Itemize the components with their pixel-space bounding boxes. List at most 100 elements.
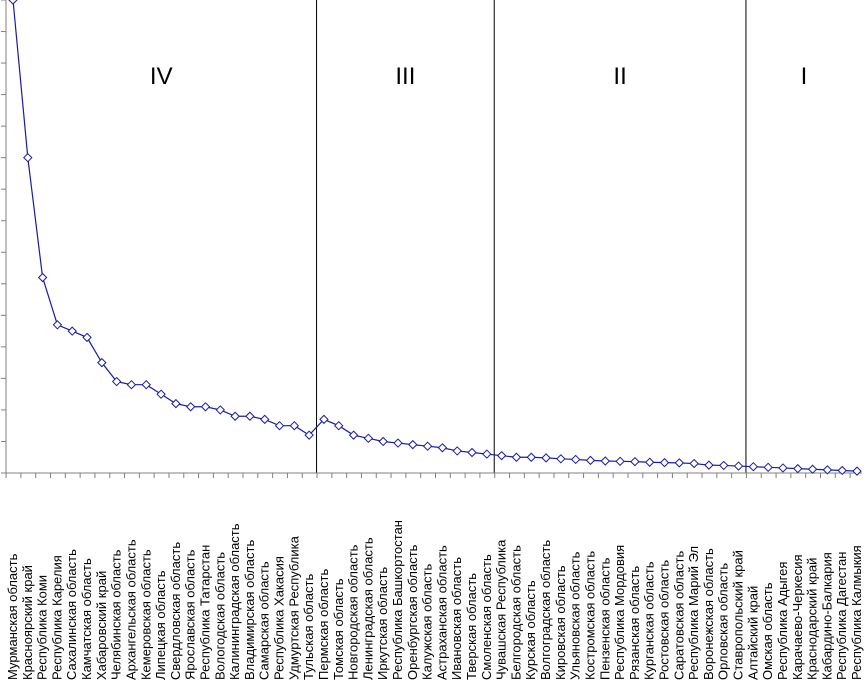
- data-point: [185, 402, 196, 412]
- x-tick-label: Новгородская область: [346, 544, 361, 680]
- data-point: [319, 414, 329, 425]
- data-point: [763, 462, 773, 473]
- data-point: [171, 398, 181, 409]
- x-tick-label: Иркутская область: [375, 567, 390, 680]
- x-tick-label: Удмуртская Республика: [286, 535, 301, 680]
- data-point: [437, 443, 448, 453]
- data-point: [52, 320, 63, 330]
- data-point: [274, 420, 285, 431]
- x-tick-label: Кабардино-Балкария: [819, 552, 834, 680]
- x-tick-label: Хабаровский край: [94, 571, 109, 680]
- x-tick-label: Самарская область: [257, 561, 272, 680]
- x-tick-label: Пензенская область: [597, 557, 612, 680]
- x-tick-label: Курская область: [523, 580, 538, 680]
- data-point: [704, 460, 714, 470]
- data-markers: [8, 0, 862, 476]
- x-tick-label: Липецкая область: [153, 570, 168, 680]
- x-tick-label: Оренбургская область: [405, 544, 420, 680]
- data-point: [748, 461, 759, 472]
- data-point: [289, 420, 300, 431]
- data-point: [37, 272, 48, 283]
- data-point: [822, 465, 833, 475]
- x-tick-label: Республика Карелия: [49, 555, 64, 680]
- x-axis-labels: Мурманская область Красноярский край Респу…: [5, 520, 864, 680]
- x-tick-label: Мурманская область: [5, 553, 20, 680]
- x-axis-ticks: [5, 473, 851, 478]
- data-point: [793, 463, 803, 474]
- data-point: [659, 457, 670, 468]
- data-point: [334, 420, 344, 431]
- x-tick-label: Республика Калмыкия: [849, 545, 864, 680]
- x-tick-label: Сахалинская область: [64, 549, 79, 680]
- data-point: [674, 458, 685, 468]
- data-point: [837, 465, 847, 476]
- data-point: [600, 456, 610, 466]
- x-tick-label: Республика Башкортостан: [390, 520, 405, 680]
- data-point: [482, 449, 492, 459]
- x-tick-label: Пермская область: [316, 569, 331, 680]
- x-tick-label: Белгородская область: [508, 545, 523, 680]
- group-label: IV: [150, 63, 173, 90]
- data-point: [778, 463, 788, 473]
- data-point: [245, 411, 255, 421]
- x-tick-label: Тульская область: [301, 574, 316, 680]
- data-point: [230, 411, 240, 421]
- data-point: [467, 447, 477, 458]
- x-tick-label: Астраханская область: [434, 545, 449, 680]
- x-tick-label: Ленинградская область: [360, 537, 375, 680]
- x-tick-label: Республика Адыгея: [775, 562, 790, 680]
- group-label: I: [801, 63, 808, 90]
- x-tick-label: Костромская область: [582, 551, 597, 680]
- x-tick-label: Воронежская область: [701, 548, 716, 680]
- data-point: [733, 461, 744, 471]
- data-point: [67, 326, 77, 336]
- data-point: [585, 455, 596, 466]
- x-tick-label: Томская область: [331, 578, 346, 680]
- x-tick-label: Алтайский край: [745, 586, 760, 680]
- x-tick-label: Смоленская область: [479, 554, 494, 680]
- x-tick-label: Камчатская область: [79, 558, 94, 680]
- data-point: [422, 441, 433, 451]
- data-point: [719, 460, 729, 471]
- x-tick-label: Кемеровская область: [138, 549, 153, 680]
- x-tick-label: Красноярский край: [20, 565, 35, 680]
- x-tick-label: Ивановская область: [449, 557, 464, 680]
- x-tick-label: Ставропольский край: [731, 550, 746, 680]
- data-point: [23, 152, 33, 163]
- x-tick-label: Республика Марий Эл: [686, 546, 701, 680]
- data-point: [452, 446, 462, 456]
- x-tick-label: Республика Татарстан: [197, 545, 212, 680]
- data-point: [126, 379, 137, 390]
- x-tick-label: Омская область: [760, 582, 775, 680]
- data-point: [615, 456, 625, 467]
- x-tick-label: Владимирская область: [242, 540, 257, 680]
- data-point: [556, 454, 566, 464]
- data-point: [526, 452, 536, 462]
- x-tick-label: Республика Хакасия: [272, 556, 287, 680]
- data-point: [97, 357, 107, 368]
- x-tick-label: Рязанская область: [627, 566, 642, 680]
- data-point: [807, 464, 818, 474]
- x-tick-label: Калужская область: [420, 564, 435, 680]
- data-point: [363, 433, 374, 444]
- data-point: [393, 438, 403, 448]
- x-tick-label: Карачаево-Черкесия: [790, 554, 805, 680]
- x-tick-label: Республика Мордовия: [612, 545, 627, 680]
- data-point: [689, 458, 699, 469]
- x-tick-label: Тверская область: [464, 573, 479, 680]
- group-dividers: [316, 0, 747, 473]
- group-label: III: [395, 63, 415, 90]
- data-point: [82, 332, 92, 343]
- x-tick-label: Калининградская область: [227, 523, 242, 680]
- data-point: [200, 402, 211, 412]
- x-tick-label: Орловская область: [716, 563, 731, 680]
- x-tick-label: Курганская область: [642, 561, 657, 680]
- x-tick-label: Чувашская Республика: [494, 539, 509, 680]
- x-tick-label: Свердловская область: [168, 542, 183, 680]
- x-tick-label: Краснодарский край: [805, 558, 820, 680]
- y-axis-ticks: [1, 0, 6, 474]
- data-point: [304, 430, 314, 440]
- data-point: [8, 0, 18, 5]
- x-tick-label: Челябинская область: [109, 549, 124, 680]
- data-point: [408, 439, 418, 450]
